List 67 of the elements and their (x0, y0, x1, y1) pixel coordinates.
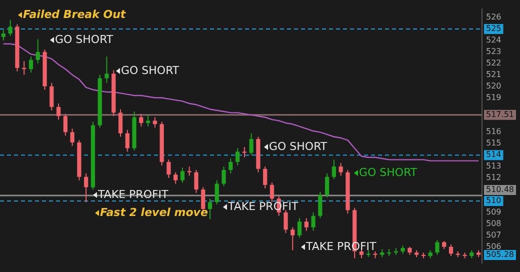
candlestick (125, 129, 130, 152)
y-tick-label: 513 (486, 162, 502, 171)
candlestick (214, 180, 219, 205)
candlestick (284, 210, 288, 234)
candlestick (270, 182, 274, 203)
candlestick (70, 128, 74, 146)
y-tick-label: 519 (486, 92, 502, 102)
ref-line-label: 517.51 (486, 110, 514, 119)
candlestick (338, 162, 343, 176)
annotation: Failed Break Out (23, 8, 126, 21)
y-tick-label: 508 (486, 218, 502, 228)
candlestick (187, 166, 192, 176)
candlestick (228, 158, 233, 174)
y-tick-label: 509 (486, 207, 502, 216)
ref-line-label: 510 (486, 196, 502, 206)
candlestick (1, 30, 6, 41)
candlestick (50, 82, 54, 111)
candlestick (194, 169, 198, 194)
annotation: GO SHORT (55, 32, 114, 46)
candlestick (304, 218, 308, 232)
y-tick-label: 515 (486, 138, 502, 148)
annotation: GO SHORT (121, 64, 180, 77)
candlestick (242, 146, 247, 158)
candlestick (332, 159, 336, 180)
y-tick-label: 523 (486, 46, 502, 56)
y-tick-label: 521 (486, 70, 502, 79)
y-tick-label: 506 (486, 242, 502, 251)
annotation: GO SHORT (359, 166, 418, 179)
candlestick (311, 212, 316, 232)
annotation: GO SHORT (269, 140, 328, 153)
y-tick-label: 524 (486, 36, 502, 45)
candlestick (56, 103, 61, 120)
ref-line-label: 514 (486, 150, 502, 160)
candlestick (28, 56, 34, 74)
candlestick (118, 108, 123, 138)
candlestick (297, 218, 302, 238)
candlestick (152, 116, 157, 128)
candlestick (325, 172, 330, 198)
y-tick-label: 526 (486, 12, 502, 22)
annotation: Fast 2 level move (100, 206, 208, 219)
candlestick (180, 167, 185, 184)
candlestick (208, 198, 212, 220)
candlestick (139, 113, 144, 127)
candlestick (174, 172, 178, 184)
y-tick-label: 522 (486, 58, 502, 68)
ref-line-label: 510.48 (486, 185, 514, 194)
y-tick-label: 516 (486, 127, 502, 136)
candlestick (36, 38, 40, 64)
candlestick (435, 239, 440, 256)
candlestick (318, 191, 322, 219)
candlestick (249, 132, 254, 156)
candlestick (8, 19, 12, 36)
y-tick-label: 520 (486, 81, 502, 90)
annotation: 505.28 (486, 250, 514, 260)
candlestick (146, 114, 150, 127)
candlestick (222, 166, 226, 187)
candlestick (84, 172, 88, 203)
candlestick (290, 226, 295, 251)
candlestick (263, 166, 268, 189)
candlestick (235, 148, 240, 166)
ref-line-label: 525 (486, 24, 502, 34)
candlestick (104, 56, 109, 84)
candlestick (166, 159, 171, 179)
candlestick (448, 244, 454, 256)
candlestick (63, 113, 68, 136)
y-tick-label: 507 (486, 230, 502, 240)
y-tick-label: 512 (486, 173, 502, 182)
